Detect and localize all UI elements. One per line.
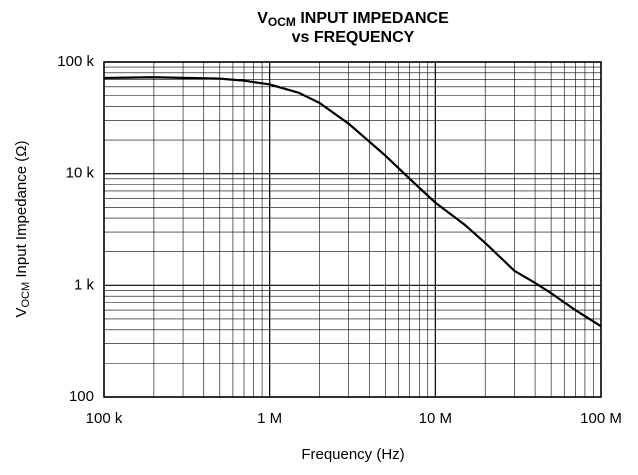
data-line	[103, 76, 602, 328]
chart-title: VOCM INPUT IMPEDANCE	[257, 10, 449, 29]
label-subscript: OCM	[20, 282, 32, 308]
y-tick-label: 100	[69, 388, 94, 405]
y-tick-label: 10 k	[66, 165, 95, 182]
y-tick-label: 1 k	[74, 276, 95, 293]
y-tick-label: 100 k	[57, 53, 94, 70]
y-axis-label: VOCM Input Impedance (Ω)	[13, 141, 32, 318]
x-tick-label: 100 k	[86, 410, 123, 427]
x-axis-label: Frequency (Hz)	[301, 446, 404, 463]
title-part: INPUT IMPEDANCE	[296, 10, 449, 27]
chart-title-line2: vs FREQUENCY	[292, 29, 415, 46]
x-tick-label: 10 M	[419, 410, 452, 427]
plot-frame	[103, 61, 602, 398]
x-tick-label: 100 M	[580, 410, 622, 427]
title-part: V	[257, 10, 268, 27]
x-tick-label: 1 M	[257, 410, 282, 427]
label-part: Input Impedance (Ω)	[13, 141, 30, 282]
label-part: V	[13, 307, 30, 317]
title-subscript: OCM	[268, 15, 296, 29]
